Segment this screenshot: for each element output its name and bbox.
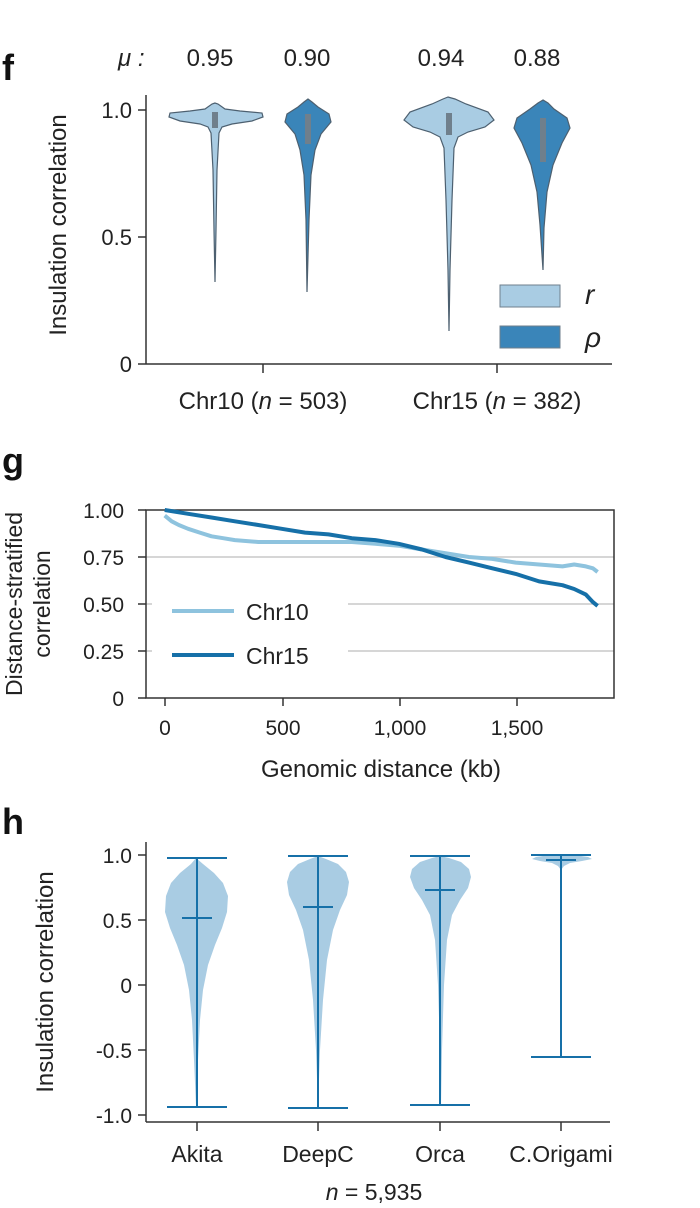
g-y-tick-0-75: 0.75 — [83, 547, 124, 570]
f-y-axis — [138, 95, 147, 365]
g-legend-label-chr10: Chr10 — [246, 599, 309, 625]
g-x-tick-0: 0 — [159, 717, 171, 740]
panel-label-g: g — [2, 440, 24, 481]
h-y-tick-neg1-0: -1.0 — [96, 1105, 132, 1128]
h-violin-c-origami — [531, 854, 592, 1058]
f-violin-chr10-r — [168, 102, 264, 283]
mu-value-chr10-r: 0.95 — [187, 45, 234, 72]
g-x-axis-label: Genomic distance (kb) — [261, 756, 501, 783]
g-y-tick-0-50: 0.50 — [83, 594, 124, 617]
panel-label-f: f — [2, 47, 15, 88]
g-x-tick-1500: 1,500 — [491, 717, 544, 740]
h-violin-orca — [410, 855, 471, 1106]
mu-value-chr15-r: 0.94 — [418, 45, 465, 72]
f-violin-chr15-r — [403, 96, 495, 332]
f-legend-label-r: r — [585, 279, 596, 310]
h-violin-akita — [165, 857, 228, 1108]
f-legend: r ρ — [499, 279, 601, 353]
g-y-axis-label-line1: Distance-stratified — [1, 512, 27, 696]
h-y-axis-label: Insulation correlation — [32, 871, 59, 1092]
h-violin-deepc — [287, 855, 349, 1109]
g-series-line-chr15 — [164, 508, 599, 608]
f-legend-label-rho: ρ — [584, 322, 601, 353]
g-x-ticks — [164, 698, 518, 706]
h-x-axis — [146, 1121, 610, 1131]
g-y-axis-label-line2: correlation — [29, 550, 55, 657]
g-y-tick-0: 0 — [112, 688, 124, 711]
f-legend-swatch-rho — [499, 325, 561, 349]
g-series-lines — [163, 508, 599, 608]
g-y-tick-0-25: 0.25 — [83, 641, 124, 664]
f-violin-chr15-rho — [513, 99, 571, 271]
mu-label: μ : — [117, 45, 144, 72]
mu-value-chr15-rho: 0.88 — [514, 45, 561, 72]
g-legend: Chr10 Chr15 — [152, 592, 348, 674]
h-category-c-origami: C.Origami — [509, 1141, 613, 1167]
g-legend-background — [152, 592, 348, 674]
f-legend-swatch-r — [499, 284, 561, 308]
g-y-tick-1-00: 1.00 — [83, 500, 124, 523]
f-y-tick-1-0: 1.0 — [101, 98, 132, 123]
g-series-line-chr10 — [163, 514, 599, 574]
g-x-tick-500: 500 — [265, 717, 300, 740]
f-y-tick-0-5: 0.5 — [101, 225, 132, 250]
h-y-tick-1-0: 1.0 — [103, 845, 132, 868]
f-x-axis — [146, 363, 612, 373]
h-y-tick-neg0-5: -0.5 — [96, 1040, 132, 1063]
h-y-axis — [138, 842, 147, 1122]
f-violin-chr10-rho — [284, 98, 332, 293]
mu-value-chr10-rho: 0.90 — [284, 45, 331, 72]
f-y-axis-label: Insulation correlation — [45, 114, 72, 335]
h-category-deepc: DeepC — [282, 1141, 354, 1167]
g-y-ticks — [138, 509, 146, 699]
f-y-tick-0: 0 — [120, 352, 132, 377]
h-y-tick-0-5: 0.5 — [103, 910, 132, 933]
h-y-tick-0: 0 — [120, 975, 132, 998]
f-group-label-chr15: Chr15 (n = 382) — [413, 388, 582, 415]
h-category-orca: Orca — [415, 1141, 465, 1167]
h-category-akita: Akita — [171, 1141, 222, 1167]
h-n-label: n = 5,935 — [326, 1179, 423, 1205]
panel-label-h: h — [2, 801, 24, 842]
g-legend-label-chr15: Chr15 — [246, 643, 309, 669]
g-x-tick-1000: 1,000 — [374, 717, 427, 740]
f-group-label-chr10: Chr10 (n = 503) — [179, 388, 348, 415]
